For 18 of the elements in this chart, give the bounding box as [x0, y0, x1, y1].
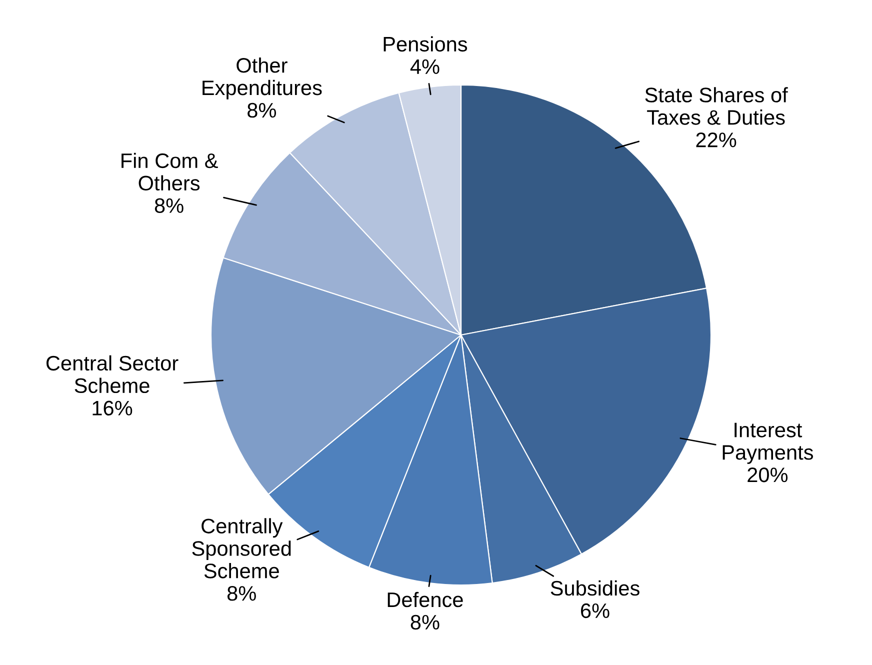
data-label: 8% [410, 614, 440, 630]
slice-label: Centrally Sponsored Scheme [192, 518, 291, 578]
slice-label: Subsidies [550, 580, 640, 596]
slice-label: Interest Payments [722, 422, 814, 464]
slice-label: Fin Com & Others [122, 152, 218, 191]
data-label: 8% [248, 102, 276, 118]
slice-label: Other Expenditures [202, 57, 322, 100]
data-label: 6% [581, 603, 610, 618]
slice-label: Pensions [384, 36, 468, 52]
data-label: 8% [227, 586, 256, 601]
data-label: 4% [410, 59, 440, 74]
slice-label: Central Sector Scheme [46, 355, 178, 394]
data-label: 8% [154, 198, 184, 213]
slice-label: State Shares of Taxes & Duties [645, 87, 788, 125]
data-label: 22% [696, 132, 736, 148]
data-label: 20% [748, 468, 788, 482]
data-label: 16% [92, 400, 132, 416]
slice-label: Defence [388, 592, 463, 608]
